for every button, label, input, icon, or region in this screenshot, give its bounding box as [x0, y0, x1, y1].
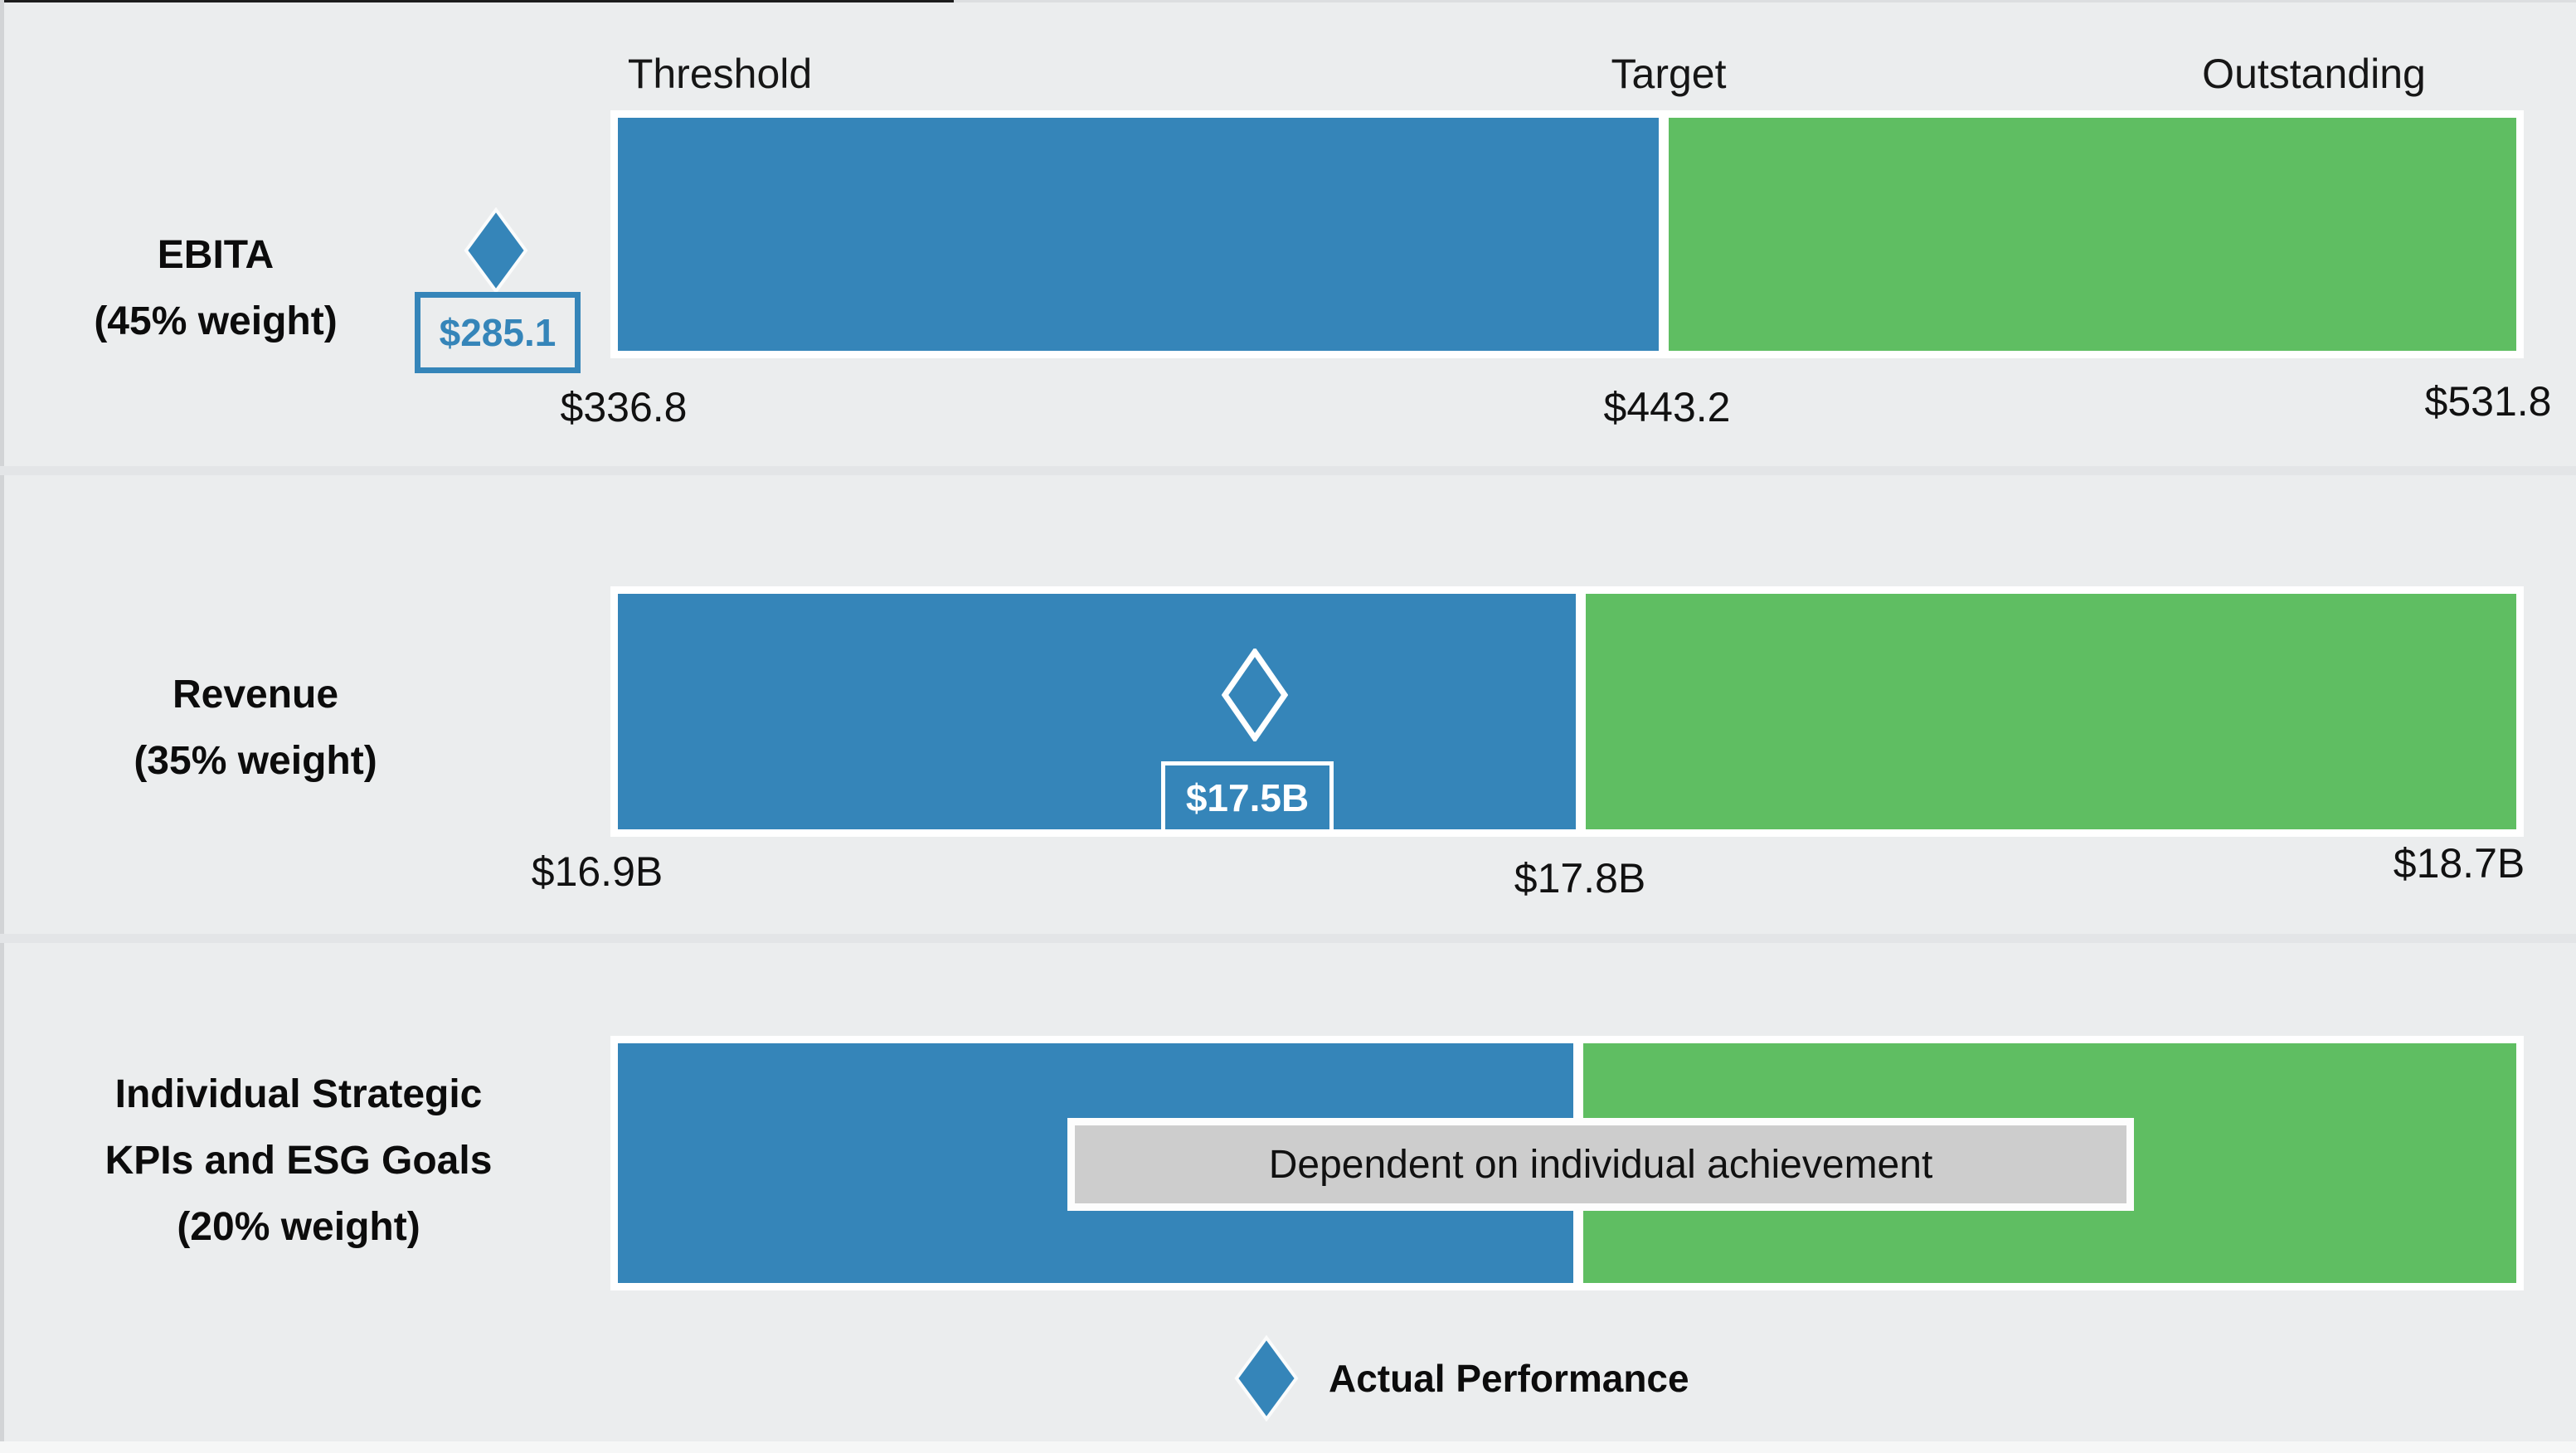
actual-value-box-ebita: $285.1 [415, 292, 581, 373]
kpi-note-text: Dependent on individual achievement [1268, 1142, 1933, 1187]
tick-outstanding-revenue: $18.7B [2393, 840, 2525, 887]
legend-label: Actual Performance [1329, 1357, 1689, 1400]
tick-threshold-ebita: $336.8 [560, 384, 688, 430]
row-label-ebita: EBITA (45% weight) [94, 222, 337, 355]
header-target: Target [1611, 51, 1727, 97]
row-separator-1 [0, 466, 2576, 475]
header-threshold: Threshold [627, 51, 813, 97]
tick-target-ebita: $443.2 [1603, 384, 1731, 430]
metric-weight: (45% weight) [94, 299, 338, 343]
segment-threshold-to-target [618, 118, 1659, 351]
header-outstanding: Outstanding [2202, 51, 2426, 97]
left-border [0, 0, 4, 1453]
top-border-dark [0, 0, 954, 2]
metric-weight: (20% weight) [177, 1205, 420, 1249]
segment-threshold-to-target [618, 594, 1576, 829]
segment-target-to-outstanding [1586, 594, 2516, 829]
metric-weight: (35% weight) [134, 739, 377, 783]
metric-name-line1: Individual Strategic [114, 1072, 483, 1116]
kpi-note-box: Dependent on individual achievement [1067, 1118, 2134, 1211]
tick-target-revenue: $17.8B [1514, 855, 1646, 901]
top-border-light [954, 0, 2576, 2]
segment-target-to-outstanding [1669, 118, 2516, 351]
metric-name: EBITA [157, 233, 275, 277]
row-label-kpis: Individual Strategic KPIs and ESG Goals … [105, 1062, 493, 1261]
actual-marker-diamond-outline-icon [1222, 649, 1288, 741]
metric-name-line2: KPIs and ESG Goals [104, 1139, 493, 1183]
row-label-revenue: Revenue (35% weight) [134, 662, 377, 795]
row-separator-2 [0, 934, 2576, 943]
actual-value-label: $285.1 [439, 311, 557, 354]
legend-diamond-icon [1234, 1335, 1299, 1421]
bottom-strip [0, 1441, 2576, 1453]
tick-outstanding-ebita: $531.8 [2424, 378, 2552, 425]
metric-name: Revenue [172, 673, 339, 717]
tick-threshold-revenue: $16.9B [531, 848, 663, 895]
bar-revenue [610, 586, 2524, 837]
actual-value-label: $17.5B [1185, 776, 1310, 819]
actual-marker-diamond-icon [464, 207, 528, 294]
bar-ebita [610, 110, 2524, 358]
actual-value-box-revenue: $17.5B [1161, 761, 1334, 834]
